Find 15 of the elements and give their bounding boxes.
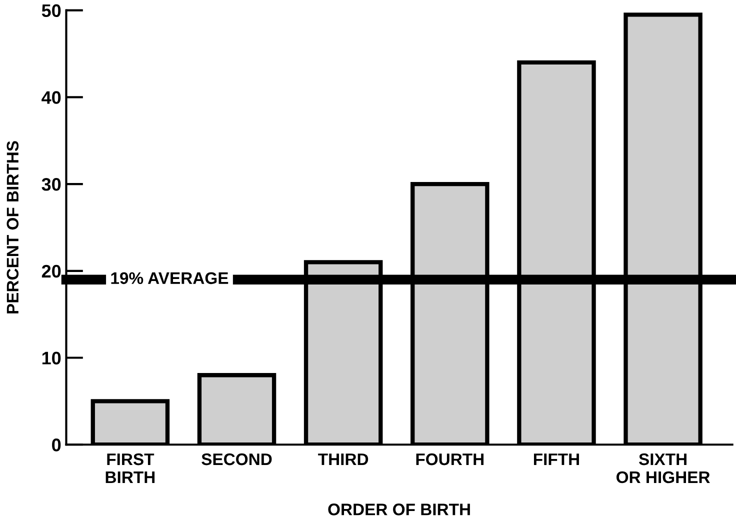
x-tick-label: FIFTH — [534, 454, 579, 466]
y-tick-label: 0 — [52, 438, 61, 452]
y-tick-label: 10 — [42, 352, 61, 364]
x-tick-label: SIXTH OR HIGHER — [616, 453, 710, 484]
y-tick-label: 40 — [42, 91, 61, 104]
ref-line-label: 19% AVERAGE — [111, 272, 228, 284]
x-tick-label: SECOND — [202, 453, 272, 466]
x-tick-label: FIRST BIRTH — [106, 453, 155, 483]
y-tick-label: 30 — [42, 178, 61, 191]
y-tick-label: 50 — [42, 4, 61, 18]
y-tick-label: 20 — [42, 264, 61, 278]
y-axis-title: PERCENT OF BIRTHS — [6, 141, 19, 314]
x-tick-label: FOURTH — [416, 453, 484, 466]
x-tick-label: THIRD — [318, 454, 368, 466]
x-axis-title: ORDER OF BIRTH — [328, 504, 470, 516]
